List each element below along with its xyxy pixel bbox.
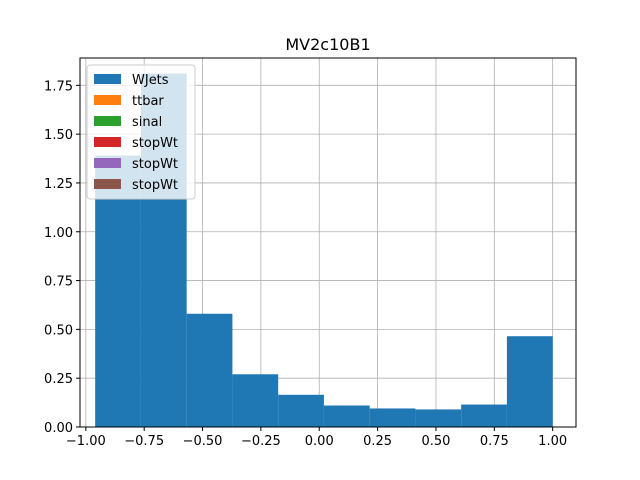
legend-swatch bbox=[94, 179, 121, 189]
legend-swatch bbox=[94, 95, 121, 105]
y-tick-label: 1.00 bbox=[44, 226, 73, 241]
y-tick-label: 0.25 bbox=[44, 372, 73, 387]
y-tick-label: 0.75 bbox=[44, 275, 73, 290]
histogram-bar bbox=[506, 336, 553, 427]
y-tick-label: 0.50 bbox=[44, 323, 73, 338]
x-tick-label: 1.00 bbox=[538, 434, 567, 449]
y-tick-label: 1.75 bbox=[44, 79, 73, 94]
histogram-bar bbox=[232, 374, 279, 427]
legend: WJets ttbar sinal stopWt stopWt stopWt bbox=[86, 64, 196, 200]
histogram-bar bbox=[461, 404, 507, 427]
x-tick-label: 0.25 bbox=[363, 434, 392, 449]
histogram-bar bbox=[186, 313, 233, 427]
legend-label: stopWt bbox=[132, 136, 178, 151]
x-axis: −1.00 −0.75 −0.50 −0.25 0.00 0.25 0.50 0.75 1.00 bbox=[66, 427, 567, 449]
chart-title: MV2c10B1 bbox=[285, 35, 370, 54]
x-tick-label: −0.50 bbox=[183, 434, 223, 449]
legend-swatch bbox=[94, 74, 121, 84]
y-axis: 0.00 0.25 0.50 0.75 1.00 1.25 1.50 1.75 bbox=[44, 79, 80, 436]
histogram-bar bbox=[415, 409, 462, 427]
legend-label: stopWt bbox=[132, 157, 178, 172]
legend-label: sinal bbox=[132, 115, 162, 130]
legend-label: ttbar bbox=[132, 94, 164, 109]
x-tick-label: −0.25 bbox=[241, 434, 281, 449]
y-tick-label: 1.25 bbox=[44, 177, 73, 192]
y-tick-label: 1.50 bbox=[44, 128, 73, 143]
x-tick-label: 0.50 bbox=[421, 434, 450, 449]
histogram-bar bbox=[278, 394, 324, 427]
legend-label: stopWt bbox=[132, 178, 178, 193]
legend-swatch bbox=[94, 158, 121, 168]
x-tick-label: −0.75 bbox=[124, 434, 164, 449]
histogram-bar bbox=[95, 155, 141, 427]
axes-frame bbox=[79, 57, 577, 428]
histogram-bar bbox=[323, 405, 370, 427]
legend-label: WJets bbox=[132, 73, 169, 88]
legend-swatch bbox=[94, 137, 121, 147]
x-tick-label: 0.75 bbox=[480, 434, 509, 449]
legend-swatch bbox=[94, 116, 121, 126]
x-tick-label: −1.00 bbox=[66, 434, 106, 449]
histogram-bar bbox=[369, 408, 416, 427]
y-tick-label: 0.00 bbox=[44, 421, 73, 436]
x-tick-label: 0.00 bbox=[305, 434, 334, 449]
